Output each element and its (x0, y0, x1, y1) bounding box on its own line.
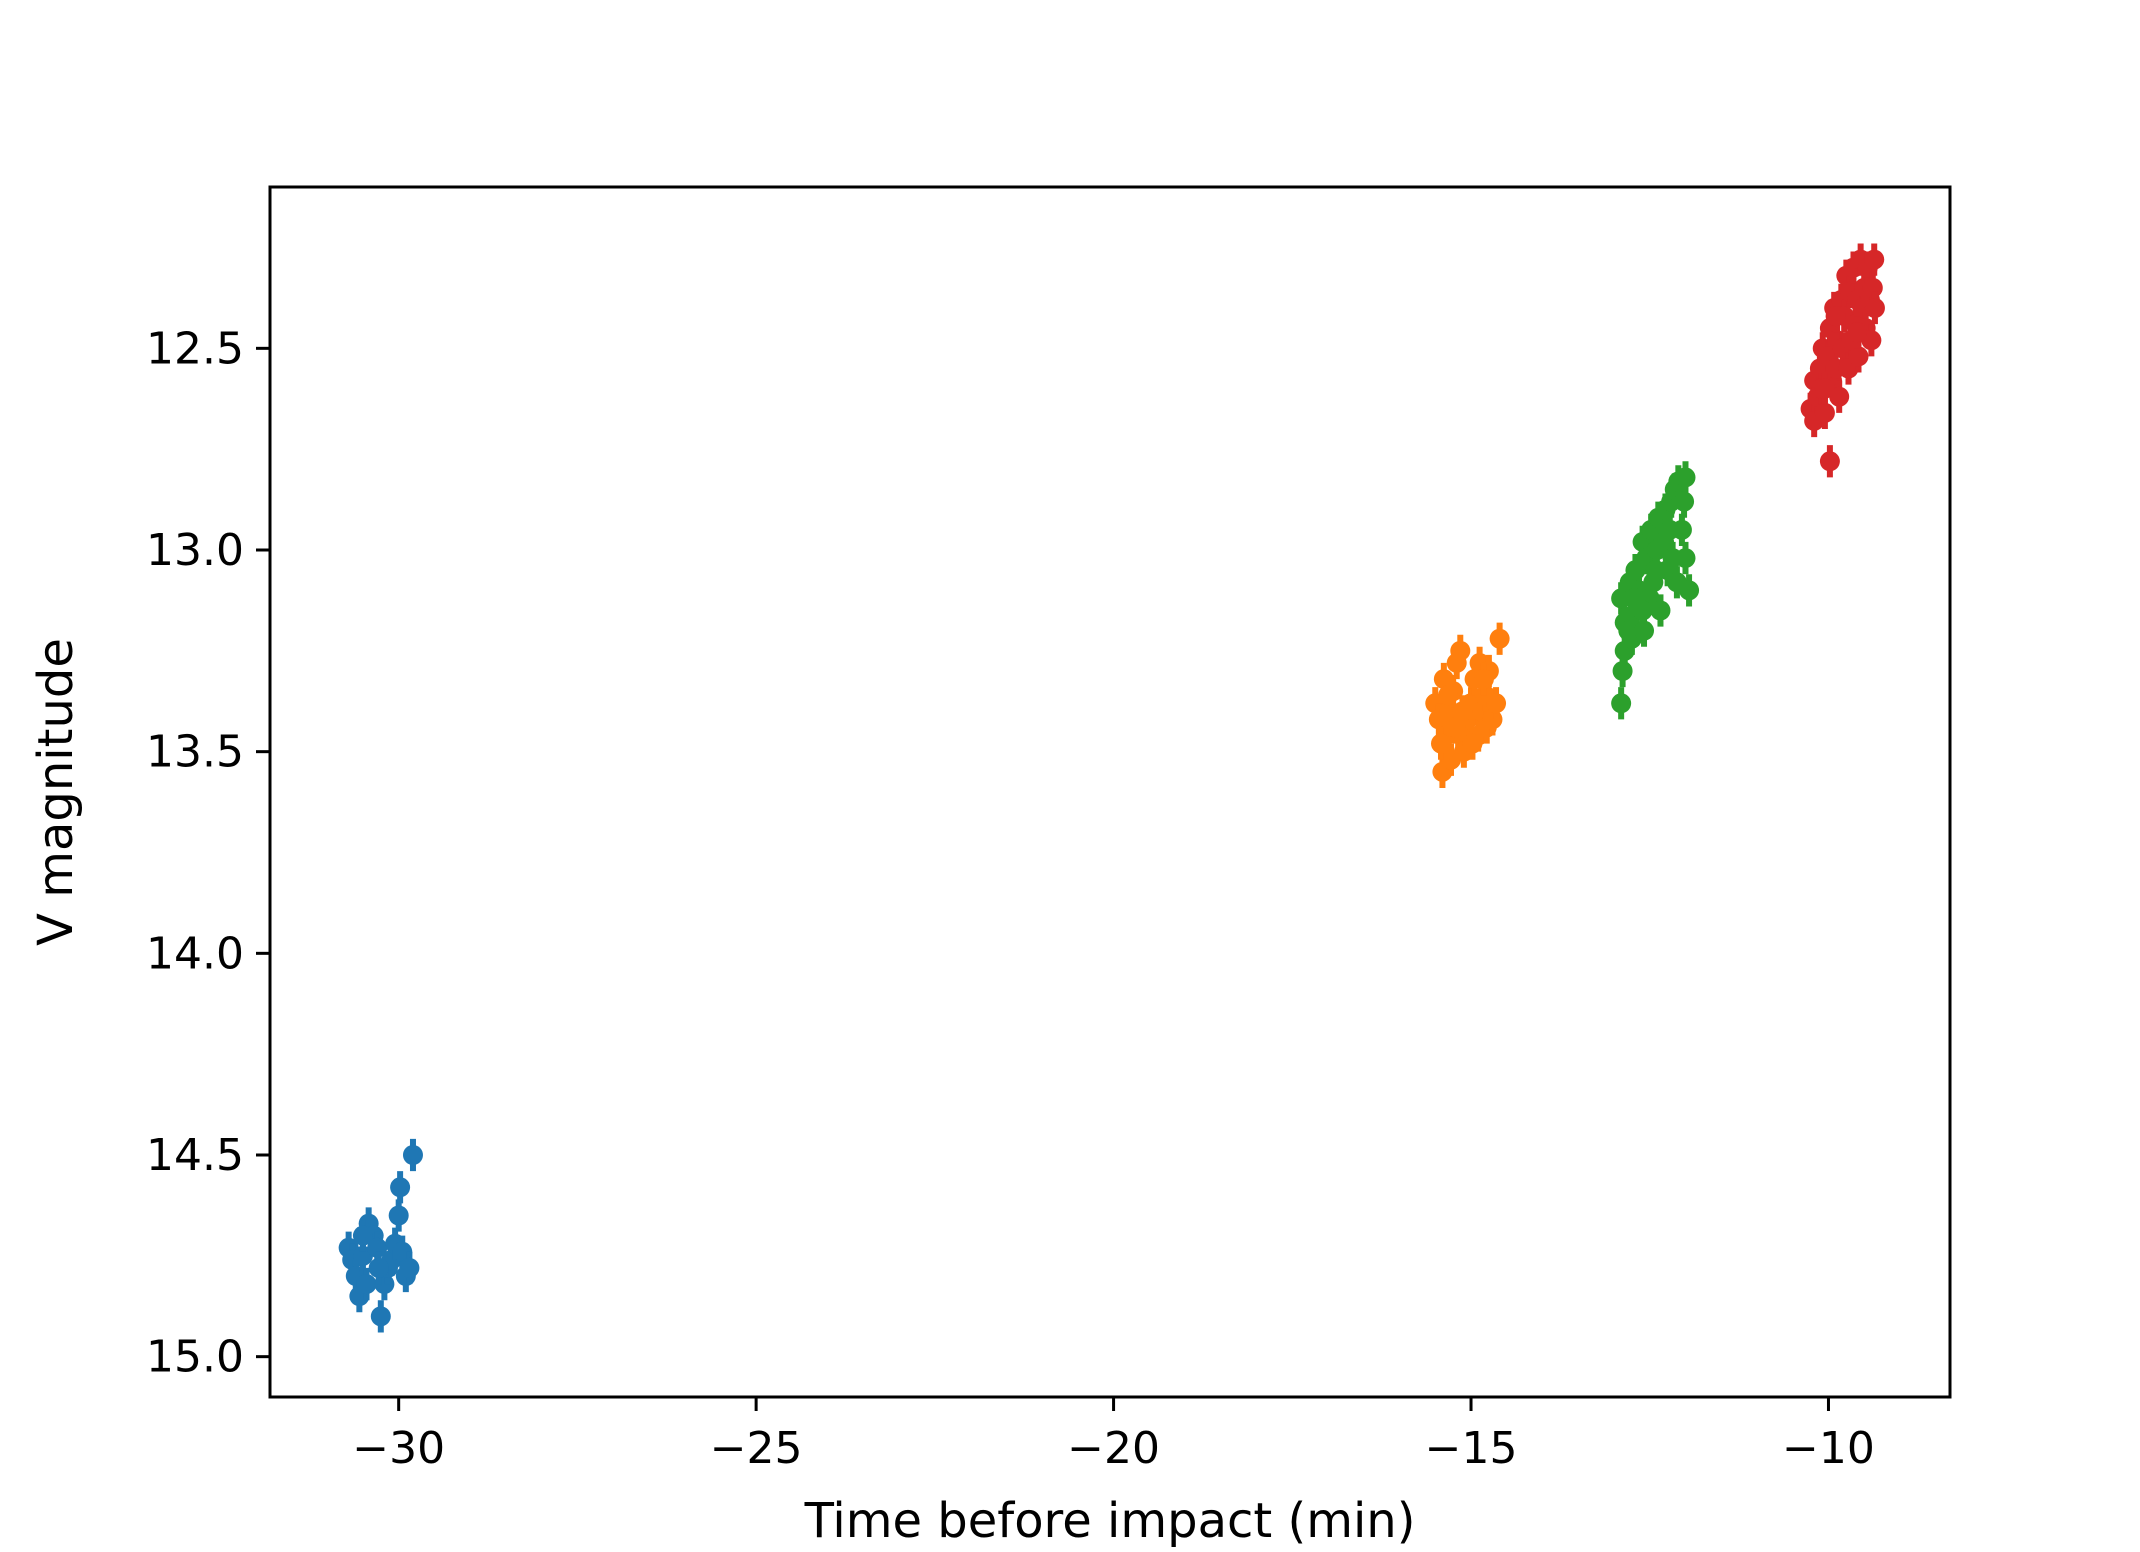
series-3 (1611, 461, 1700, 720)
data-point (1650, 600, 1671, 621)
series-2 (1425, 622, 1510, 788)
data-point (1814, 378, 1835, 399)
data-point (367, 1237, 388, 1258)
data-point (1450, 640, 1471, 661)
data-point (1634, 620, 1655, 641)
y-tick-label: 14.5 (146, 1130, 244, 1181)
data-point (1624, 588, 1645, 609)
data-point (1814, 402, 1835, 423)
data-point (1848, 346, 1869, 367)
data-point (1825, 306, 1846, 327)
data-point (390, 1177, 411, 1198)
series-1 (338, 1138, 423, 1333)
series-4 (1800, 243, 1885, 478)
data-point (370, 1306, 391, 1327)
data-point (1847, 322, 1868, 343)
data-point (1659, 519, 1680, 540)
data-point (1679, 580, 1700, 601)
data-point (1864, 298, 1885, 318)
data-point (402, 1145, 423, 1165)
data-point (1675, 548, 1696, 569)
x-tick-label: −25 (710, 1423, 803, 1474)
data-point (1462, 733, 1483, 754)
data-point (1675, 467, 1696, 488)
y-axis: 12.5 13.0 13.5 14.0 14.5 15.0 (146, 323, 270, 1383)
data-point (1674, 491, 1695, 512)
x-tick-label: −10 (1782, 1423, 1875, 1474)
y-tick-label: 14.0 (146, 928, 244, 979)
data-point (1645, 560, 1666, 581)
data-point (1486, 693, 1507, 714)
data-point (356, 1274, 377, 1295)
data-point (368, 1257, 389, 1278)
y-axis-label: V magnitude (28, 638, 84, 946)
data-point (388, 1205, 409, 1226)
x-tick-label: −15 (1425, 1423, 1518, 1474)
data-point (1445, 717, 1466, 738)
data-point (1489, 628, 1510, 649)
y-tick-label: 12.5 (146, 323, 244, 374)
data-point (1611, 693, 1632, 714)
data-marks (338, 243, 1885, 1333)
x-axis-label: Time before impact (min) (804, 1493, 1416, 1549)
data-point (1864, 249, 1885, 270)
data-point (352, 1225, 373, 1246)
x-tick-label: −20 (1067, 1423, 1160, 1474)
y-tick-label: 13.5 (146, 727, 244, 778)
data-point (1473, 669, 1494, 690)
y-tick-label: 13.0 (146, 525, 244, 576)
y-tick-label: 15.0 (146, 1332, 244, 1383)
x-axis: −30 −25 −20 −15 −10 (352, 1397, 1875, 1474)
data-point (399, 1257, 420, 1278)
data-point (1438, 685, 1459, 706)
x-tick-label: −30 (352, 1423, 445, 1474)
plot-frame (268, 185, 1952, 1399)
data-point (1430, 733, 1451, 754)
data-point (1819, 451, 1840, 472)
